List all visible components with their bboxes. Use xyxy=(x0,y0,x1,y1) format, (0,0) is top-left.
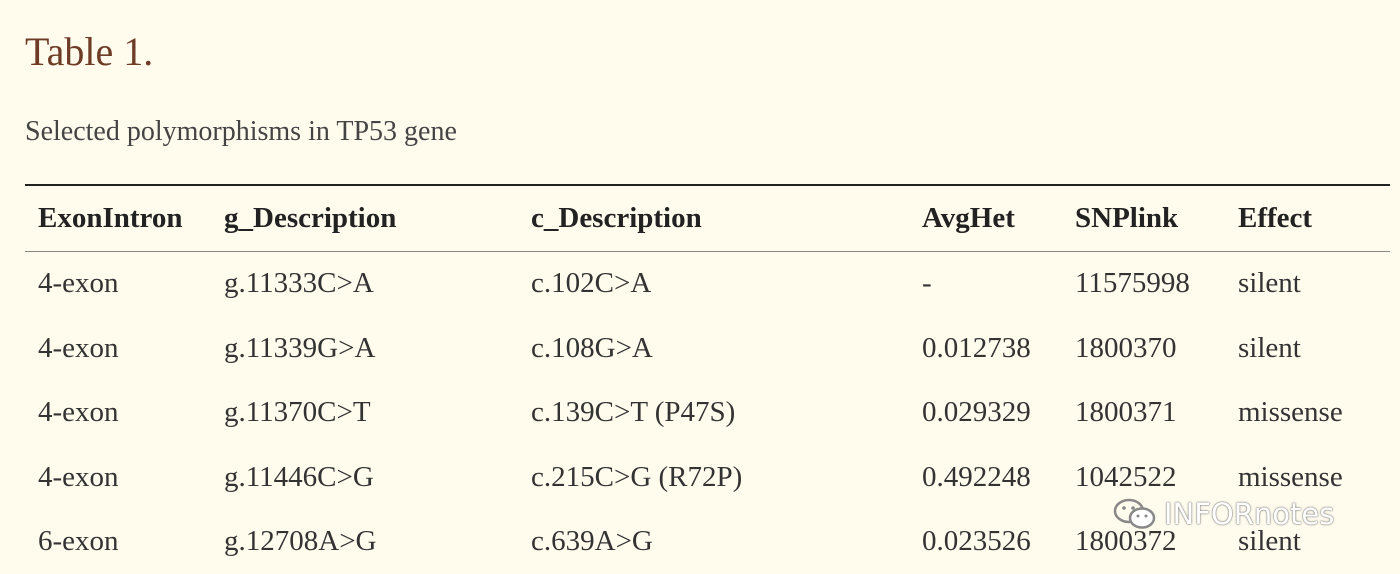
table-cell: 6-exon xyxy=(25,510,211,574)
table-cell: c.108G>A xyxy=(518,316,909,381)
table-cell: c.102C>A xyxy=(518,251,909,316)
column-header: SNPlink xyxy=(1062,185,1225,251)
table-cell: silent xyxy=(1225,251,1390,316)
table-cell: g.11333C>A xyxy=(211,251,518,316)
table-cell: 4-exon xyxy=(25,445,211,510)
column-header: c_Description xyxy=(518,185,909,251)
table-cell: 11575998 xyxy=(1062,251,1225,316)
table-cell: 4-exon xyxy=(25,316,211,381)
table-cell: 0.492248 xyxy=(909,445,1062,510)
table-title: Table 1. xyxy=(25,28,153,75)
table-cell: 0.029329 xyxy=(909,381,1062,446)
table-cell: - xyxy=(909,251,1062,316)
table-cell: 1800370 xyxy=(1062,316,1225,381)
table-cell: missense xyxy=(1225,381,1390,446)
table-cell: g.11339G>A xyxy=(211,316,518,381)
table-cell: 0.012738 xyxy=(909,316,1062,381)
table-cell: g.12708A>G xyxy=(211,510,518,574)
table-cell: c.639A>G xyxy=(518,510,909,574)
table-cell: 1800371 xyxy=(1062,381,1225,446)
table-cell: g.11446C>G xyxy=(211,445,518,510)
wechat-icon xyxy=(1112,496,1158,532)
column-header: ExonIntron xyxy=(25,185,211,251)
table-cell: 4-exon xyxy=(25,251,211,316)
watermark-text: INFORnotes xyxy=(1164,497,1334,531)
column-header: AvgHet xyxy=(909,185,1062,251)
table-cell: c.215C>G (R72P) xyxy=(518,445,909,510)
table-cell: silent xyxy=(1225,316,1390,381)
table-cell: c.139C>T (P47S) xyxy=(518,381,909,446)
table-cell: g.11370C>T xyxy=(211,381,518,446)
column-header: g_Description xyxy=(211,185,518,251)
watermark: INFORnotes xyxy=(1112,496,1334,532)
table-cell: 0.023526 xyxy=(909,510,1062,574)
column-header: Effect xyxy=(1225,185,1390,251)
table-cell: 4-exon xyxy=(25,381,211,446)
table-caption: Selected polymorphisms in TP53 gene xyxy=(25,116,457,148)
